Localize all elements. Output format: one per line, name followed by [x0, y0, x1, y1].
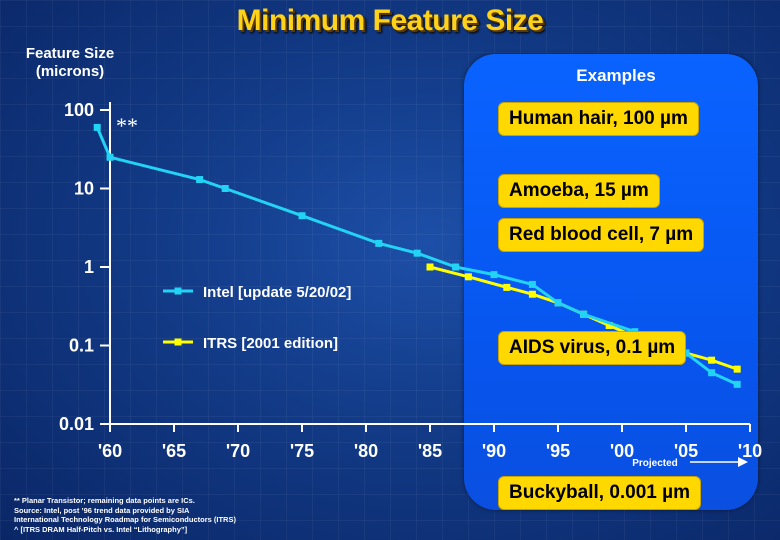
example-aids-virus: AIDS virus, 0.1 µm	[498, 331, 687, 365]
point-intel-9	[528, 280, 536, 288]
point-intel-7	[452, 263, 460, 271]
x-tick-label-6: '90	[482, 441, 506, 461]
point-itrs-0	[426, 263, 434, 271]
x-tick-label-5: '85	[418, 441, 442, 461]
point-itrs-6	[605, 321, 613, 329]
footnotes: ** Planar Transistor; remaining data poi…	[14, 496, 236, 534]
example-amoeba: Amoeba, 15 µm	[498, 174, 660, 208]
footnote-line-3: International Technology Roadmap for Sem…	[14, 515, 236, 524]
y-tick-label-4: 0.01	[59, 414, 94, 434]
x-tick-label-0: '60	[98, 441, 122, 461]
footnote-line-4: ^ [ITRS DRAM Half-Pitch vs. Intel “Litho…	[14, 524, 188, 534]
point-intel-15	[708, 369, 716, 377]
projected-arrowhead	[738, 457, 748, 467]
y-axis-title-line1: Feature Size	[25, 45, 115, 62]
point-intel-4	[298, 212, 306, 220]
y-tick-label-2: 1	[84, 257, 94, 277]
footnote-line-2: Source: Intel, post ’96 trend data provi…	[14, 505, 190, 515]
x-tick-label-10: '10	[738, 441, 762, 461]
x-tick-label-4: '80	[354, 441, 378, 461]
y-axis-title: Feature Size (microns)	[14, 45, 126, 81]
y-tick-label-3: 0.1	[69, 336, 94, 356]
legend-label-intel: Intel [update 5/20/02]	[203, 284, 351, 301]
point-intel-5	[375, 239, 383, 247]
x-tick-label-1: '65	[162, 441, 186, 461]
legend-label-itrs: ITRS [2001 edition]	[203, 335, 338, 352]
x-tick-label-2: '70	[226, 441, 250, 461]
point-itrs-1	[464, 273, 472, 281]
example-buckyball: Buckyball, 0.001 µm	[498, 476, 701, 510]
point-intel-11	[580, 310, 588, 318]
x-tick-label-8: '00	[610, 441, 634, 461]
point-intel-0	[93, 123, 101, 131]
x-tick-label-7: '95	[546, 441, 570, 461]
point-itrs-11	[733, 365, 741, 373]
point-intel-8	[490, 271, 498, 279]
point-intel-1	[106, 153, 114, 161]
point-intel-16	[733, 380, 741, 388]
point-intel-3	[221, 185, 229, 192]
x-tick-label-3: '75	[290, 441, 314, 461]
example-human-hair: Human hair, 100 µm	[498, 102, 699, 136]
chart-title: Minimum Feature Size	[236, 4, 544, 37]
planar-transistor-asterisks: **	[116, 113, 138, 138]
legend-marker-intel	[174, 287, 182, 295]
x-tick-label-9: '05	[674, 441, 698, 461]
example-red-blood-cell: Red blood cell, 7 µm	[498, 218, 705, 252]
point-itrs-10	[708, 356, 716, 364]
footnote-line-1: ** Planar Transistor; remaining data poi…	[14, 496, 195, 505]
point-intel-6	[413, 249, 421, 257]
point-itrs-3	[528, 290, 536, 298]
legend-marker-itrs	[174, 338, 182, 346]
point-itrs-2	[503, 283, 511, 291]
examples-title: Examples	[576, 66, 656, 85]
point-intel-10	[554, 299, 562, 307]
point-intel-2	[196, 176, 204, 184]
y-tick-label-1: 10	[74, 179, 94, 199]
y-axis-title-line2: (microns)	[35, 63, 105, 80]
y-tick-label-0: 100	[64, 100, 94, 120]
projected-label: Projected	[632, 458, 678, 469]
